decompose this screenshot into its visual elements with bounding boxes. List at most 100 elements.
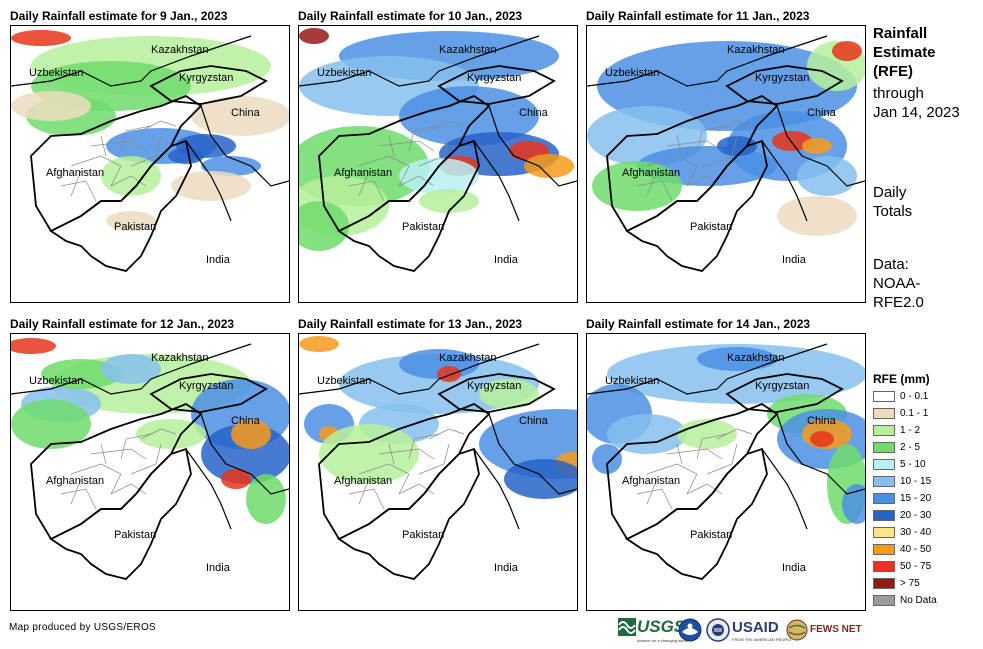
country-label-china: China xyxy=(807,107,837,119)
province-border xyxy=(358,478,370,505)
country-label-afghanistan: Afghanistan xyxy=(46,475,104,487)
country-label-kyrgyzstan: Kyrgyzstan xyxy=(467,72,521,84)
province-border xyxy=(666,448,723,460)
sidebar-title: Rainfall Estimate (RFE) xyxy=(873,24,981,81)
panel-title: Daily Rainfall estimate for 10 Jan., 202… xyxy=(298,9,523,23)
legend-label: 15 - 20 xyxy=(900,493,932,504)
legend-item: 2 - 5 xyxy=(873,439,981,456)
country-label-kazakhstan: Kazakhstan xyxy=(439,352,496,364)
country-label-uzbekistan: Uzbekistan xyxy=(605,375,659,387)
country-label-afghanistan: Afghanistan xyxy=(334,475,392,487)
legend-item: 30 - 40 xyxy=(873,524,981,541)
usgs-wordmark: USGS xyxy=(637,617,686,636)
rainfall-area xyxy=(136,419,206,449)
rainfall-area xyxy=(524,154,574,178)
province-border xyxy=(110,175,147,187)
rainfall-area xyxy=(299,336,339,352)
legend-swatch xyxy=(873,578,895,589)
province-border xyxy=(636,488,673,510)
legend-item: 40 - 50 xyxy=(873,541,981,558)
province-border xyxy=(358,155,410,187)
rainfall-map: Kazakhstan Uzbekistan Kyrgyzstan China Afgha… xyxy=(10,333,290,611)
pakistan-border xyxy=(337,139,480,272)
rainfall-area xyxy=(802,138,832,154)
province-border xyxy=(706,135,738,167)
map-credit: Map produced by USGS/EROS xyxy=(9,622,157,633)
legend-swatch xyxy=(873,595,895,606)
usaid-tagline: FROM THE AMERICAN PEOPLE xyxy=(732,637,792,642)
province-border xyxy=(348,488,385,510)
country-label-afghanistan: Afghanistan xyxy=(334,167,392,179)
through-line: through xyxy=(873,85,924,102)
country-label-china: China xyxy=(231,107,261,119)
kyrgyzstan-border xyxy=(437,373,556,413)
country-label-kyrgyzstan: Kyrgyzstan xyxy=(755,380,809,392)
legend-label: 40 - 50 xyxy=(900,544,932,555)
country-label-kyrgyzstan: Kyrgyzstan xyxy=(179,380,233,392)
province-border xyxy=(646,463,698,495)
country-label-china: China xyxy=(519,107,549,119)
country-label-pakistan: Pakistan xyxy=(402,221,444,233)
rainfall-area xyxy=(479,379,539,409)
country-border xyxy=(11,343,252,395)
rainfall-area xyxy=(319,424,419,484)
province-border xyxy=(130,443,162,475)
rainfall-area xyxy=(246,474,286,524)
country-label-pakistan: Pakistan xyxy=(690,529,732,541)
rainfall-area xyxy=(11,338,56,354)
province-border xyxy=(100,135,107,157)
legend-label: 10 - 15 xyxy=(900,476,932,487)
country-label-india: India xyxy=(494,254,519,266)
legend-label: 5 - 10 xyxy=(900,459,926,470)
panel-title: Daily Rainfall estimate for 9 Jan., 2023 xyxy=(10,9,228,23)
country-label-china: China xyxy=(231,415,261,427)
rainfall-area xyxy=(399,158,479,194)
country-border xyxy=(185,140,232,222)
pakistan-border xyxy=(625,139,768,272)
data-line: Data: xyxy=(873,256,909,273)
country-label-kyrgyzstan: Kyrgyzstan xyxy=(467,380,521,392)
province-border xyxy=(696,433,728,460)
noaa-emblem-icon xyxy=(678,618,702,642)
title-line: Rainfall xyxy=(873,25,928,42)
rainfall-area xyxy=(11,91,91,121)
legend-label: No Data xyxy=(900,595,937,606)
legend-label: > 75 xyxy=(900,578,920,589)
kyrgyzstan-border xyxy=(725,373,844,413)
country-border xyxy=(200,413,289,495)
country-label-kazakhstan: Kazakhstan xyxy=(439,44,496,56)
daily-totals: Daily Totals xyxy=(873,183,981,221)
province-border xyxy=(686,175,723,187)
rfe-legend: RFE (mm) 0 - 0.1 0.1 - 1 1 - 2 2 - 5 5 - 10 1… xyxy=(873,370,981,609)
legend-item: 20 - 30 xyxy=(873,507,981,524)
legend-item: 50 - 75 xyxy=(873,558,981,575)
province-border xyxy=(636,180,673,202)
country-border xyxy=(761,140,808,222)
country-label-uzbekistan: Uzbekistan xyxy=(317,67,371,79)
country-border xyxy=(473,140,520,222)
rainfall-area xyxy=(168,148,204,164)
province-border xyxy=(348,180,385,202)
legend-items: 0 - 0.1 0.1 - 1 1 - 2 2 - 5 5 - 10 10 - 15 15 … xyxy=(873,388,981,609)
rainfall-map: Kazakhstan Uzbekistan Kyrgyzstan China Afgha… xyxy=(586,333,866,611)
usgs-tagline: science for a changing world xyxy=(637,638,688,643)
province-border xyxy=(716,120,753,132)
country-label-india: India xyxy=(782,562,807,574)
country-border xyxy=(185,448,232,530)
country-border xyxy=(200,105,289,187)
legend-item: No Data xyxy=(873,592,981,609)
rainfall-area xyxy=(41,359,121,389)
rainfall-area xyxy=(504,459,577,499)
country-label-china: China xyxy=(807,415,837,427)
rainfall-area xyxy=(191,96,289,136)
legend-item: > 75 xyxy=(873,575,981,592)
through-date: through Jan 14, 2023 xyxy=(873,84,981,122)
country-label-uzbekistan: Uzbekistan xyxy=(29,67,83,79)
legend-title: RFE (mm) xyxy=(873,372,930,386)
province-border xyxy=(418,135,450,167)
legend-item: 15 - 20 xyxy=(873,490,981,507)
rainfall-area xyxy=(171,171,251,201)
country-border xyxy=(299,343,540,395)
province-border xyxy=(666,140,723,152)
country-label-uzbekistan: Uzbekistan xyxy=(29,375,83,387)
